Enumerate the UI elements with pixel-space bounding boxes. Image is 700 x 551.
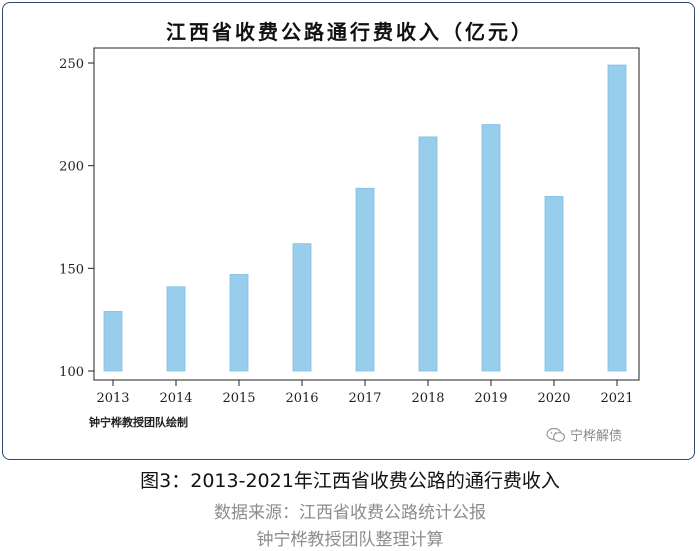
y-tick-label: 150	[59, 262, 84, 277]
team-credit: 钟宁桦教授团队整理计算	[256, 530, 444, 550]
x-tick-label: 2016	[285, 391, 318, 406]
bar-2019	[481, 124, 501, 372]
watermark: 宁桦解债	[546, 425, 622, 444]
y-tick-label: 200	[59, 160, 84, 175]
figure-caption: 图3：2013-2021年江西省收费公路的通行费收入	[140, 470, 560, 492]
bar-2021	[607, 64, 627, 372]
bar-2014	[166, 286, 186, 372]
x-tick-label: 2013	[96, 391, 129, 406]
chart-frame	[2, 2, 695, 460]
bar-2015	[229, 274, 249, 372]
bar-2013	[103, 311, 123, 372]
y-tick-label: 250	[59, 57, 84, 72]
y-axis: 100 150 200 250	[59, 57, 94, 380]
x-tick-label: 2014	[159, 391, 192, 406]
bar-2016	[292, 243, 312, 372]
bars	[103, 64, 627, 372]
y-tick-label: 100	[59, 365, 84, 380]
x-tick-label: 2020	[537, 391, 570, 406]
plot-area	[93, 47, 640, 381]
x-axis: 2013 2014 2015 2016 2017 2018 2019 2020 2021	[96, 380, 634, 406]
x-tick-label: 2017	[348, 391, 381, 406]
x-tick-label: 2015	[222, 391, 255, 406]
bar-2018	[418, 136, 438, 372]
data-source: 数据来源：江西省收费公路统计公报	[214, 503, 486, 523]
wechat-icon	[546, 427, 566, 442]
x-tick-label: 2019	[474, 391, 507, 406]
chart-title: 江西省收费公路通行费收入（亿元）	[166, 20, 534, 44]
bar-2017	[355, 187, 375, 372]
bar-2020	[544, 196, 564, 372]
x-tick-label: 2021	[600, 391, 633, 406]
x-tick-label: 2018	[411, 391, 444, 406]
chart-credit: 钟宁桦教授团队绘制	[89, 416, 188, 429]
watermark-text: 宁桦解债	[570, 429, 623, 444]
